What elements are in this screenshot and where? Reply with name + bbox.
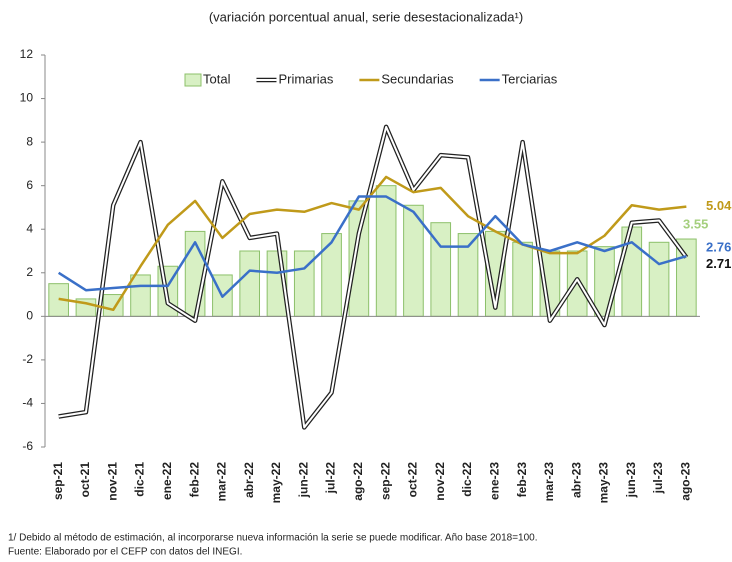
x-tick-label: ago-22 xyxy=(351,462,365,501)
x-tick-label: dic-22 xyxy=(460,462,474,497)
bar xyxy=(321,233,342,317)
x-tick-label: may-23 xyxy=(597,462,611,504)
data-label: 2.71 xyxy=(706,256,731,271)
footnote: 1/ Debido al método de estimación, al in… xyxy=(8,533,538,544)
bar xyxy=(512,241,533,317)
y-tick-label: 12 xyxy=(20,47,34,61)
legend-label: Primarias xyxy=(278,71,333,86)
y-tick-label: 6 xyxy=(26,178,33,192)
bar xyxy=(239,250,261,317)
x-tick-label: abr-22 xyxy=(242,462,256,498)
x-tick-label: jul-23 xyxy=(651,462,665,495)
line xyxy=(57,195,687,298)
legend-label: Total xyxy=(203,71,231,86)
x-tick-label: ene-23 xyxy=(487,462,501,500)
x-tick-label: ene-22 xyxy=(160,462,174,500)
x-tick-label: nov-22 xyxy=(433,462,447,501)
x-tick-label: jun-23 xyxy=(624,462,638,499)
y-tick-label: -2 xyxy=(22,352,33,366)
y-tick-label: 10 xyxy=(20,91,34,105)
y-tick-label: 2 xyxy=(26,265,33,279)
x-tick-label: mar-22 xyxy=(215,462,229,502)
x-tick-label: ago-23 xyxy=(679,462,693,501)
y-tick-label: 4 xyxy=(26,221,33,235)
y-tick-label: -4 xyxy=(22,396,33,410)
line-outline xyxy=(58,124,689,430)
bar xyxy=(130,274,151,317)
y-tick-label: 0 xyxy=(26,309,33,323)
legend-swatch xyxy=(184,73,202,87)
x-tick-label: sep-21 xyxy=(51,462,65,500)
bar xyxy=(648,241,670,317)
data-label: 5.04 xyxy=(706,198,732,213)
line xyxy=(58,175,687,312)
x-tick-label: may-22 xyxy=(269,462,283,504)
x-tick-label: oct-22 xyxy=(406,462,420,498)
x-tick-label: jul-22 xyxy=(324,462,338,495)
x-tick-label: jun-22 xyxy=(296,462,310,499)
data-label: 3.55 xyxy=(683,216,708,231)
x-tick-label: dic-21 xyxy=(133,462,147,497)
data-label: 2.76 xyxy=(706,240,731,255)
x-tick-label: feb-23 xyxy=(515,462,529,498)
footnote: Fuente: Elaborado por el CEFP con datos … xyxy=(8,547,242,558)
legend-label: Terciarias xyxy=(502,71,558,86)
bar xyxy=(375,185,397,317)
chart-title: (variación porcentual anual, serie deses… xyxy=(209,9,523,24)
line-inner xyxy=(58,125,688,429)
x-tick-label: mar-23 xyxy=(542,462,556,502)
bar xyxy=(348,200,370,317)
x-tick-label: abr-23 xyxy=(569,462,583,498)
x-tick-label: feb-22 xyxy=(187,462,201,498)
x-tick-label: oct-21 xyxy=(78,462,92,498)
x-tick-label: nov-21 xyxy=(105,462,119,501)
y-tick-label: -6 xyxy=(22,439,33,453)
y-tick-label: 8 xyxy=(26,134,33,148)
x-tick-label: sep-22 xyxy=(378,462,392,500)
legend-label: Secundarias xyxy=(381,71,454,86)
